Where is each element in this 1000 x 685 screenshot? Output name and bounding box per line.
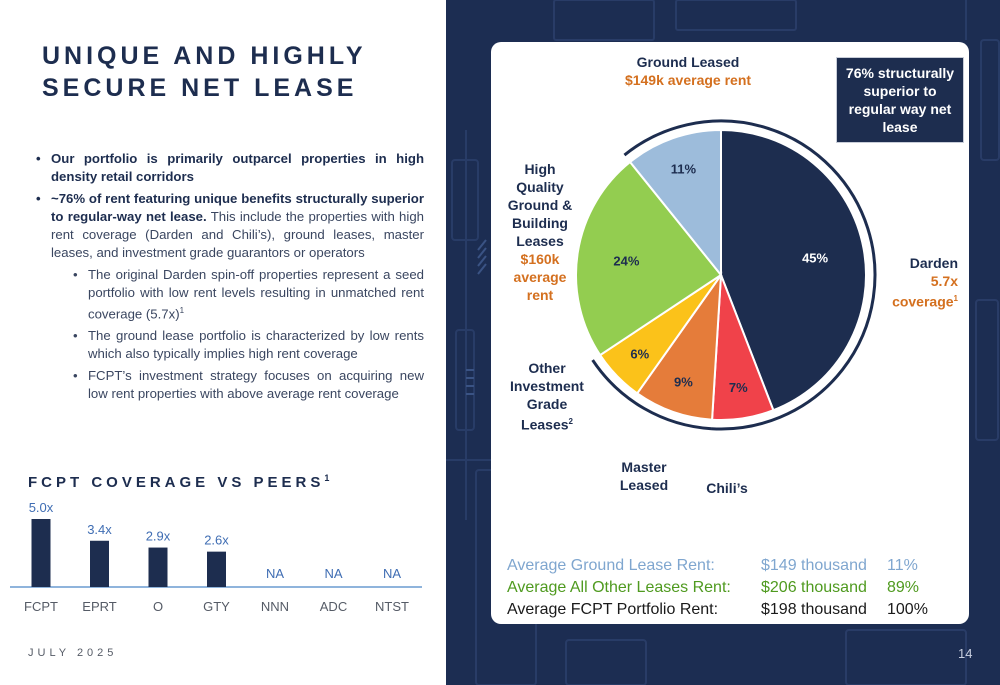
coverage-bar (207, 551, 226, 587)
pie-slice-label: 11% (671, 161, 697, 176)
label-line: coverage1 (878, 290, 958, 311)
coverage-bar-chart: 5.0x FCPT 3.4x EPRT 2.9x O 2.6x GTY NA NNN NA ADC NA… (10, 500, 422, 614)
left-panel: UNIQUE AND HIGHLY SECURE NET LEASE Our p… (0, 0, 446, 685)
darden-label: Darden 5.7x coverage1 (878, 254, 958, 311)
sub-bullet-item: The ground lease portfolio is characteri… (73, 327, 424, 363)
footnote-marker: 1 (324, 473, 330, 483)
coverage-value-label: 5.0x (29, 500, 54, 515)
other-investment-grade-label: Other Investment Grade Leases2 (502, 359, 592, 434)
coverage-chart-title: FCPT COVERAGE VS PEERS1 (28, 473, 329, 491)
coverage-value-label: 2.6x (204, 533, 229, 548)
label-line: Ground Leased (636, 54, 740, 70)
stats-value: $149 thousand (761, 557, 867, 574)
label-line: Leases2 (502, 413, 592, 434)
label-line: $149k average rent (624, 72, 752, 88)
label-line: average (513, 269, 567, 285)
ground-leased-label: Ground Leased $149k average rent (608, 53, 768, 89)
label-line: Leased (619, 477, 669, 493)
label-line: Building (512, 215, 568, 231)
coverage-na-label: NA (266, 566, 284, 581)
page-number: 14 (958, 646, 973, 661)
label-line: Quality (516, 179, 564, 195)
pie-slice-label: 24% (613, 253, 639, 268)
stats-value: $198 thousand (761, 601, 867, 618)
bullet-text: Our portfolio is primarily outparcel pro… (51, 151, 424, 184)
coverage-bar (90, 540, 109, 587)
footnote-marker: 2 (568, 417, 573, 426)
stats-row: Average All Other Leases Rent: $206 thou… (507, 577, 947, 599)
chilis-label: Chili’s (706, 480, 748, 496)
coverage-bar (31, 519, 51, 587)
coverage-value-label: 2.9x (146, 529, 171, 544)
hq-ground-building-label: High Quality Ground & Building Leases $1… (500, 160, 580, 304)
label-line: Investment (510, 378, 584, 394)
sub-bullet-item: The original Darden spin-off properties … (73, 266, 424, 323)
bullet-bold-text: ~76% of rent featuring unique benefits s… (51, 191, 424, 224)
bullet-list: Our portfolio is primarily outparcel pro… (36, 150, 424, 407)
master-leased-label: Master Leased (604, 458, 684, 494)
coverage-category-label: O (153, 599, 163, 614)
coverage-category-label: NTST (375, 599, 409, 614)
stats-row: Average FCPT Portfolio Rent: $198 thousa… (507, 599, 947, 621)
label-line: Master (621, 459, 667, 475)
coverage-category-label: FCPT (24, 599, 58, 614)
stats-label: Average All Other Leases Rent: (507, 579, 731, 596)
pie-slice (628, 128, 722, 278)
bullet-item: Our portfolio is primarily outparcel pro… (36, 150, 424, 186)
footnote-marker: 1 (179, 306, 185, 315)
sub-bullet-text: FCPT’s investment strategy focuses on ac… (88, 368, 424, 402)
pie-slice-label: 7% (729, 380, 748, 395)
date-footer: JULY 2025 (28, 647, 118, 659)
coverage-na-label: NA (383, 566, 401, 581)
coverage-category-label: GTY (203, 599, 230, 614)
background-pattern (446, 0, 1000, 685)
bullet-text: This include the properties with high re… (51, 209, 424, 260)
coverage-title-text: FCPT COVERAGE VS PEERS (28, 474, 325, 491)
stats-label: Average Ground Lease Rent: (507, 557, 715, 574)
page-title: UNIQUE AND HIGHLY SECURE NET LEASE (42, 42, 367, 102)
label-text: coverage (892, 293, 954, 310)
label-line: Other (528, 360, 566, 376)
bullet-item: ~76% of rent featuring unique benefits s… (36, 190, 424, 262)
pie-slice (635, 271, 723, 421)
sub-bullet-text: The ground lease portfolio is characteri… (88, 328, 424, 362)
bracket-arc (591, 359, 712, 431)
stats-pct: 11% (887, 557, 918, 574)
sub-bullet-item: FCPT’s investment strategy focuses on ac… (73, 367, 424, 403)
pie-slice (720, 128, 867, 412)
pie-slice-label: 9% (674, 375, 693, 390)
rent-pie-chart: 45% 7% 9% 6% 24% 11% (575, 119, 877, 431)
pie-slice (575, 160, 723, 357)
label-line: $160k (520, 251, 560, 267)
label-line: 5.7x (930, 273, 958, 289)
coverage-na-label: NA (324, 566, 342, 581)
label-line: Ground & (507, 197, 573, 213)
label-line: rent (526, 287, 554, 303)
bracket-arc (623, 119, 877, 431)
stats-pct: 100% (887, 601, 928, 618)
label-line: Leases (516, 233, 564, 249)
coverage-bar (148, 547, 168, 587)
rent-stats-table: Average Ground Lease Rent: $149 thousand… (507, 555, 947, 621)
footnote-marker: 1 (953, 294, 958, 303)
label-line: High (524, 161, 556, 177)
coverage-category-label: ADC (320, 599, 347, 614)
coverage-category-label: EPRT (82, 599, 116, 614)
coverage-category-label: NNN (261, 599, 289, 614)
label-line: Grade (526, 396, 568, 412)
sub-bullet-text: The original Darden spin-off properties … (88, 267, 424, 322)
callout-box: 76% structurally superior to regular way… (836, 57, 964, 143)
coverage-value-label: 3.4x (87, 522, 112, 537)
label-line: Darden (909, 255, 958, 271)
stats-value: $206 thousand (761, 579, 867, 596)
label-text: Leases (521, 416, 569, 433)
stats-pct: 89% (887, 579, 920, 596)
stats-row: Average Ground Lease Rent: $149 thousand… (507, 555, 947, 577)
stats-label: Average FCPT Portfolio Rent: (507, 601, 719, 618)
pie-slice-label: 45% (802, 250, 828, 265)
pie-slice-label: 6% (630, 347, 649, 362)
